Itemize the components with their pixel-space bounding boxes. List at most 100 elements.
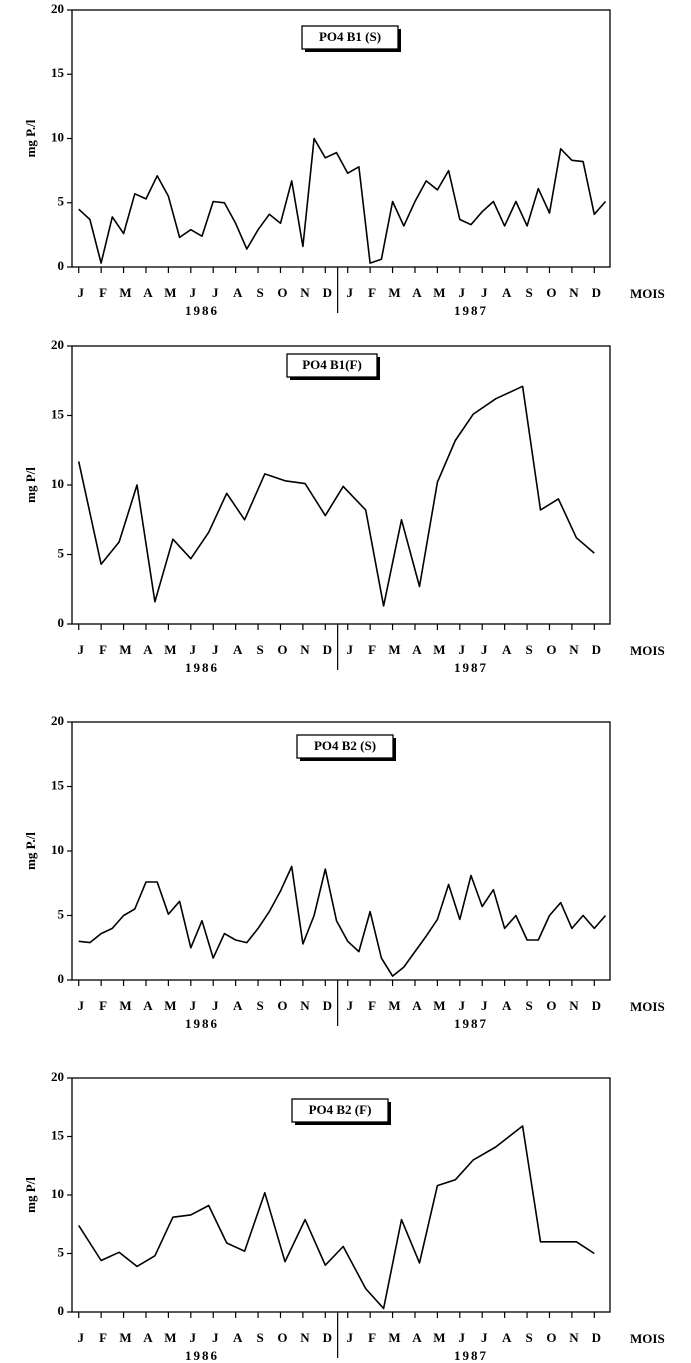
x-tick-label: O bbox=[546, 1330, 556, 1345]
year-label: 1987 bbox=[454, 1016, 488, 1031]
y-tick-label: 10 bbox=[51, 476, 64, 491]
x-tick-label: O bbox=[546, 285, 556, 300]
x-tick-label: M bbox=[433, 642, 445, 657]
x-tick-label: S bbox=[256, 1330, 263, 1345]
x-tick-label: J bbox=[459, 1330, 466, 1345]
x-tick-label: A bbox=[502, 642, 512, 657]
x-tick-label: O bbox=[546, 642, 556, 657]
x-tick-label: M bbox=[388, 1330, 400, 1345]
x-axis-label: MOIS bbox=[630, 999, 665, 1014]
x-tick-label: N bbox=[300, 998, 310, 1013]
y-tick-label: 20 bbox=[51, 1069, 64, 1084]
x-tick-label: J bbox=[346, 285, 353, 300]
x-tick-label: S bbox=[256, 285, 263, 300]
chart-title: PO4 B2 (F) bbox=[309, 1102, 372, 1117]
y-tick-label: 20 bbox=[51, 713, 64, 728]
x-tick-label: D bbox=[592, 642, 601, 657]
x-tick-label: A bbox=[412, 285, 422, 300]
x-tick-label: N bbox=[569, 1330, 579, 1345]
x-tick-label: M bbox=[119, 1330, 131, 1345]
x-tick-label: J bbox=[77, 998, 84, 1013]
x-tick-label: J bbox=[459, 998, 466, 1013]
title-box bbox=[291, 1098, 389, 1123]
x-tick-label: D bbox=[323, 642, 332, 657]
x-tick-label: M bbox=[164, 642, 176, 657]
x-axis-label: MOIS bbox=[630, 286, 665, 301]
x-tick-label: A bbox=[233, 642, 243, 657]
x-tick-label: J bbox=[212, 642, 219, 657]
x-tick-label: J bbox=[212, 998, 219, 1013]
x-tick-label: J bbox=[190, 642, 197, 657]
y-tick-label: 0 bbox=[58, 1303, 65, 1318]
x-tick-label: S bbox=[256, 642, 263, 657]
x-tick-label: O bbox=[546, 998, 556, 1013]
x-tick-label: M bbox=[388, 642, 400, 657]
x-tick-label: D bbox=[592, 285, 601, 300]
x-tick-label: D bbox=[592, 1330, 601, 1345]
x-tick-label: A bbox=[233, 1330, 243, 1345]
x-tick-label: J bbox=[190, 1330, 197, 1345]
year-label: 1987 bbox=[454, 303, 488, 318]
x-tick-label: J bbox=[212, 1330, 219, 1345]
x-tick-label: M bbox=[433, 1330, 445, 1345]
x-tick-label: N bbox=[300, 285, 310, 300]
x-tick-label: N bbox=[300, 642, 310, 657]
x-tick-label: J bbox=[481, 998, 488, 1013]
x-tick-label: O bbox=[277, 998, 287, 1013]
x-tick-label: J bbox=[459, 642, 466, 657]
data-line bbox=[78, 137, 607, 264]
y-tick-label: 10 bbox=[51, 842, 64, 857]
x-axis-label: MOIS bbox=[630, 643, 665, 658]
x-tick-label: S bbox=[525, 1330, 532, 1345]
x-tick-label: J bbox=[77, 1330, 84, 1345]
year-label: 1986 bbox=[185, 303, 219, 318]
x-tick-label: D bbox=[323, 998, 332, 1013]
x-tick-label: J bbox=[77, 285, 84, 300]
x-tick-label: J bbox=[190, 998, 197, 1013]
x-tick-label: A bbox=[143, 998, 153, 1013]
x-tick-label: M bbox=[433, 285, 445, 300]
x-tick-label: J bbox=[212, 285, 219, 300]
x-tick-label: S bbox=[256, 998, 263, 1013]
x-tick-label: J bbox=[459, 285, 466, 300]
x-tick-label: A bbox=[502, 285, 512, 300]
data-line bbox=[78, 865, 607, 977]
x-tick-label: M bbox=[164, 1330, 176, 1345]
x-tick-label: M bbox=[119, 285, 131, 300]
x-tick-label: N bbox=[300, 1330, 310, 1345]
year-label: 1986 bbox=[185, 1348, 219, 1363]
y-tick-label: 5 bbox=[58, 1244, 65, 1259]
title-box bbox=[286, 353, 378, 378]
y-tick-label: 0 bbox=[58, 258, 65, 273]
x-tick-label: A bbox=[233, 285, 243, 300]
chart-title: PO4 B1(F) bbox=[302, 357, 362, 372]
x-tick-label: F bbox=[99, 285, 107, 300]
x-tick-label: J bbox=[346, 1330, 353, 1345]
x-tick-label: F bbox=[99, 1330, 107, 1345]
x-tick-label: F bbox=[368, 1330, 376, 1345]
x-tick-label: N bbox=[569, 285, 579, 300]
x-tick-label: A bbox=[143, 1330, 153, 1345]
y-tick-label: 15 bbox=[51, 777, 65, 792]
y-tick-label: 5 bbox=[58, 906, 65, 921]
y-tick-label: 20 bbox=[51, 337, 64, 352]
x-tick-label: D bbox=[592, 998, 601, 1013]
x-tick-label: O bbox=[277, 642, 287, 657]
year-label: 1987 bbox=[454, 660, 488, 675]
x-tick-label: A bbox=[412, 1330, 422, 1345]
x-tick-label: J bbox=[481, 642, 488, 657]
year-label: 1986 bbox=[185, 1016, 219, 1031]
x-tick-label: J bbox=[77, 642, 84, 657]
x-tick-label: A bbox=[412, 998, 422, 1013]
y-axis-label: mg P/l bbox=[23, 467, 38, 503]
x-tick-label: M bbox=[119, 642, 131, 657]
title-box bbox=[301, 25, 399, 50]
x-tick-label: J bbox=[346, 642, 353, 657]
y-tick-label: 5 bbox=[58, 545, 65, 560]
x-tick-label: O bbox=[277, 285, 287, 300]
x-tick-label: J bbox=[190, 285, 197, 300]
data-line bbox=[77, 385, 595, 607]
y-tick-label: 20 bbox=[51, 1, 64, 16]
x-tick-label: F bbox=[368, 642, 376, 657]
x-tick-label: N bbox=[569, 998, 579, 1013]
